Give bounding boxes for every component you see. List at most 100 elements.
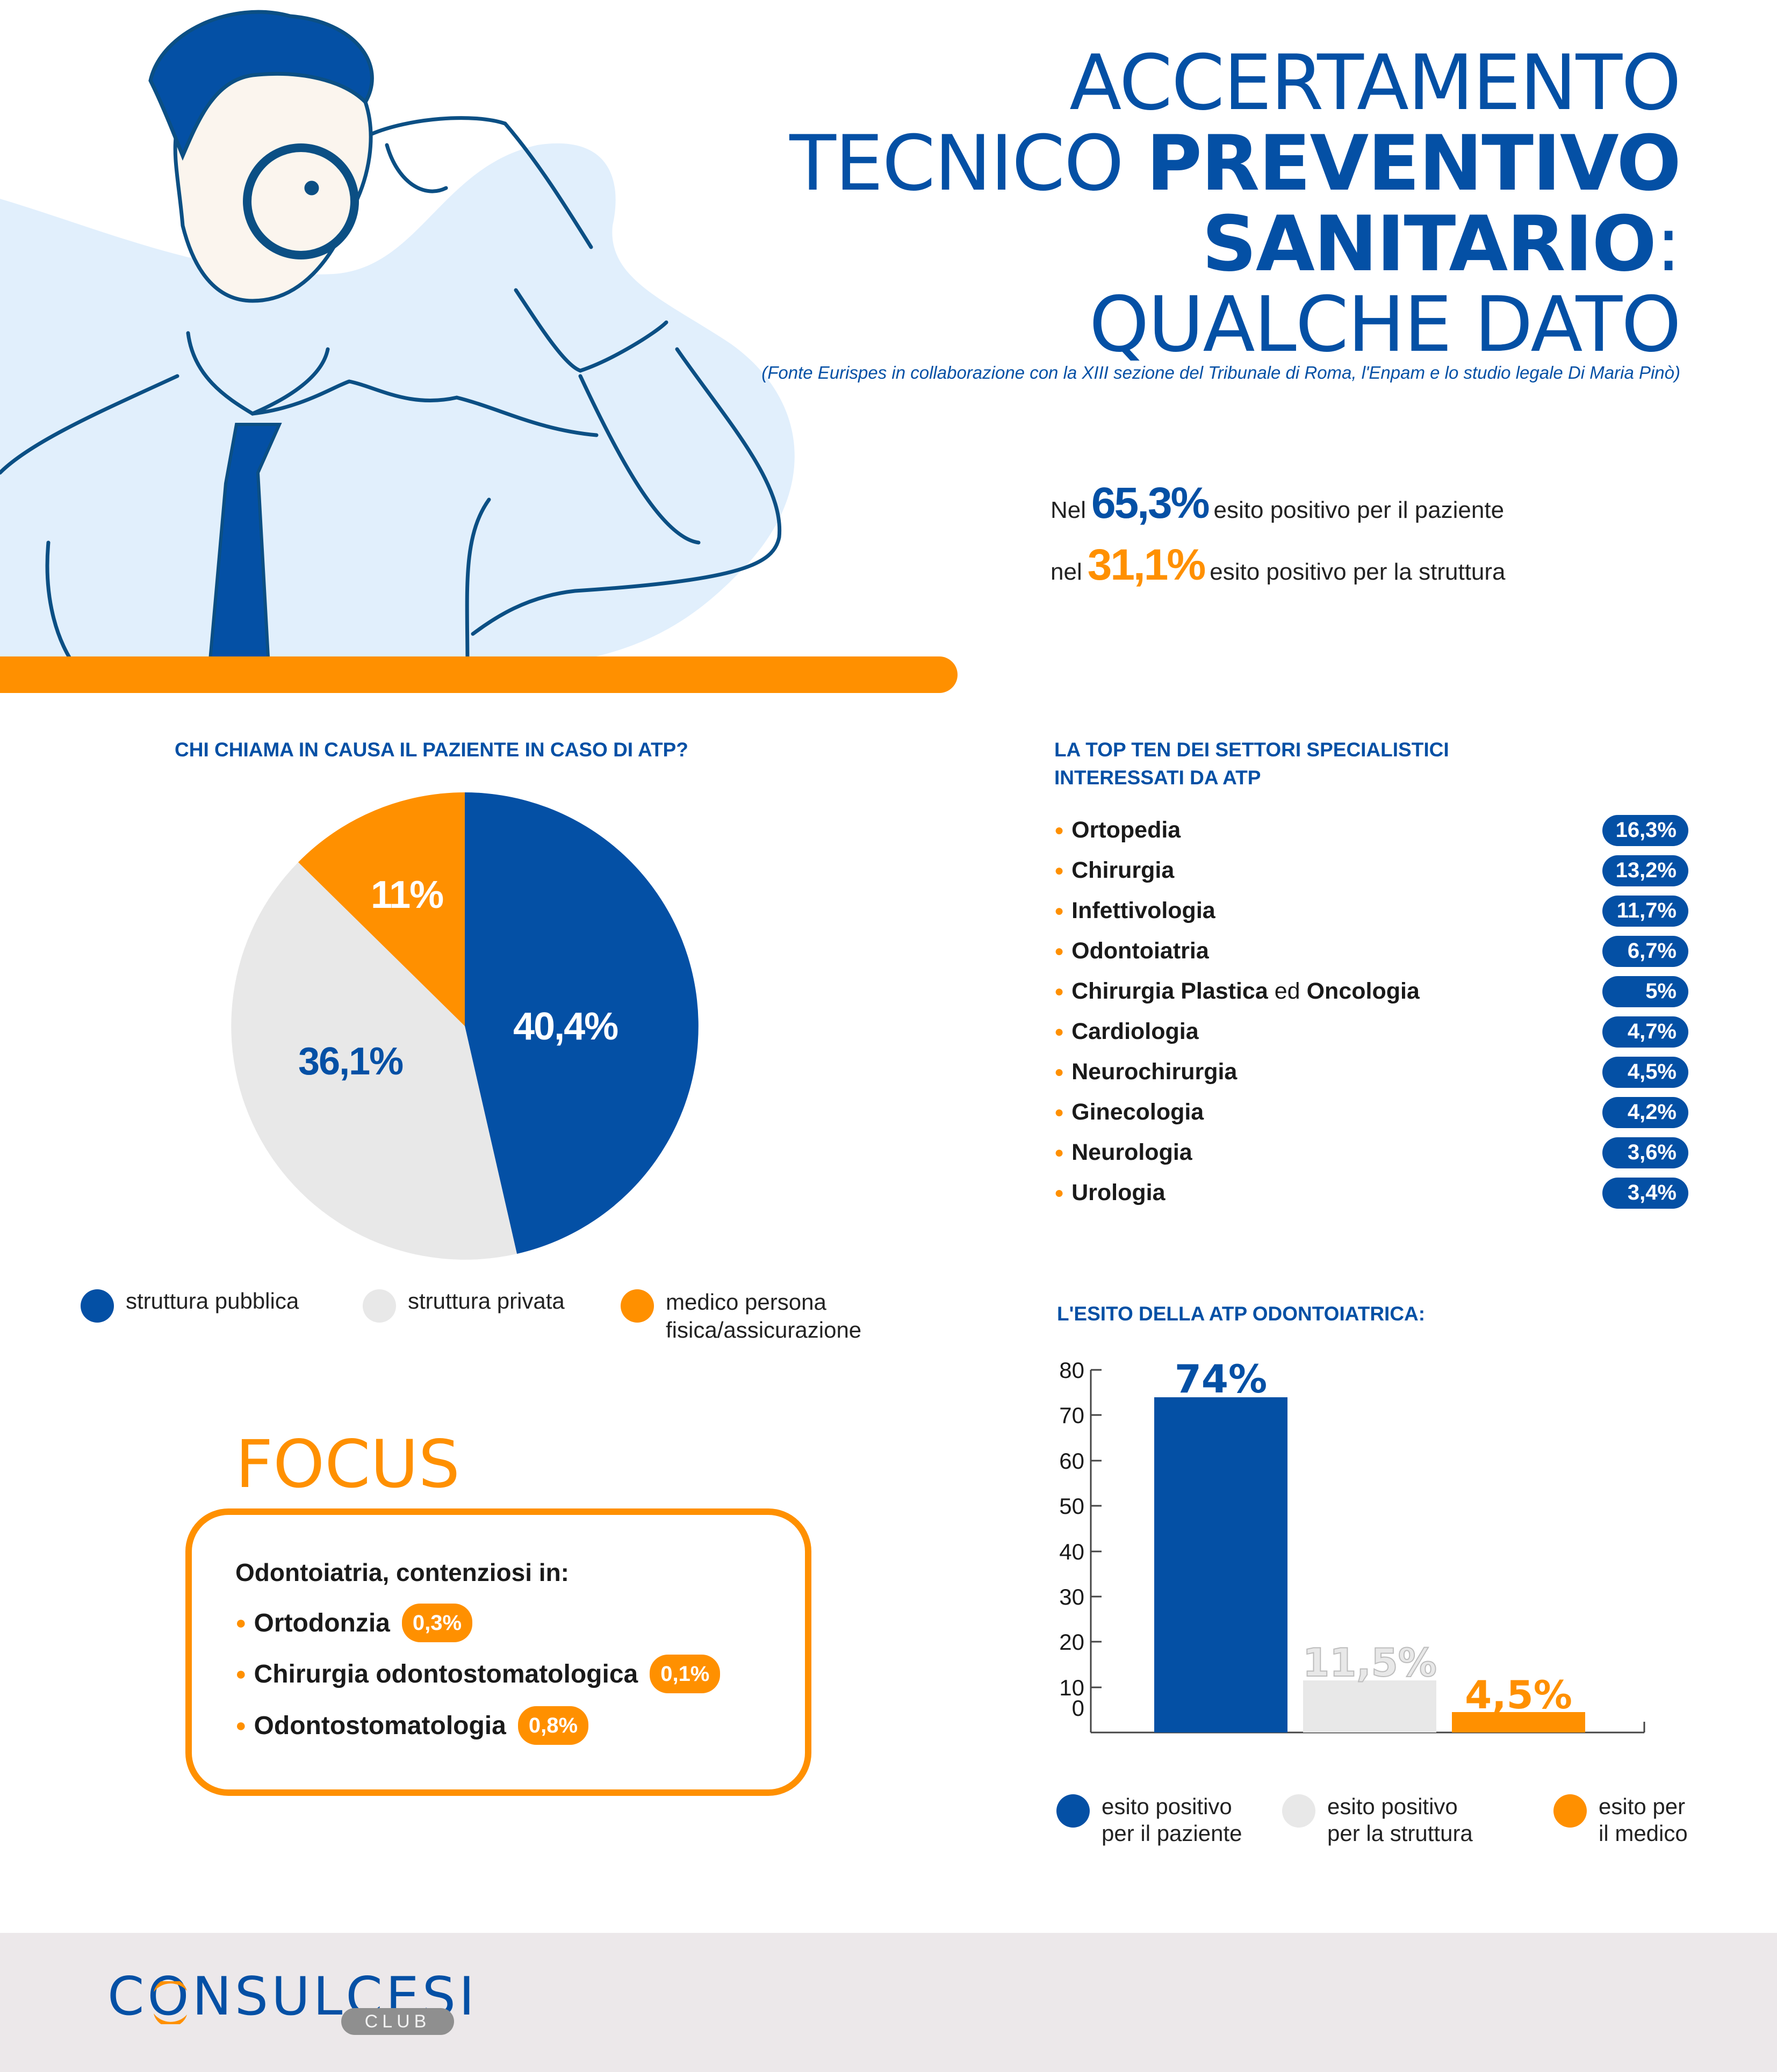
focus-item: ● Odontostomatologia 0,8% xyxy=(235,1706,589,1745)
legend-label: fisica/assicurazione xyxy=(666,1317,862,1342)
value-badge: 11,7% xyxy=(1602,895,1688,927)
value-badge: 4,2% xyxy=(1602,1096,1688,1128)
list-item: ● Urologia 3,4% xyxy=(1054,1173,1688,1213)
pie-chart xyxy=(231,792,699,1260)
item-name: Chirurgia xyxy=(1071,857,1175,883)
pie-label-doctor: 11% xyxy=(371,873,444,916)
value-badge: 4,5% xyxy=(1602,1056,1688,1088)
logo-orange-arc-icon xyxy=(154,1981,187,2024)
focus-item: ● Chirurgia odontostomatologica 0,1% xyxy=(235,1655,721,1693)
legend-dot-icon xyxy=(1056,1794,1090,1828)
top-ten-title-line-2: INTERESSATI DA ATP xyxy=(1054,767,1261,789)
list-item: ● Neurologia 3,6% xyxy=(1054,1132,1688,1173)
bar-chart: 0 80 70 60 50 40 30 20 10 74% 11,5% 4,5% xyxy=(1059,1359,1645,1734)
svg-text:10: 10 xyxy=(1059,1675,1084,1700)
bullet-icon: ● xyxy=(1054,821,1064,839)
legend-item-doctor: esito per il medico xyxy=(1553,1793,1688,1847)
pie-label-public: 40,4% xyxy=(513,1005,618,1048)
stat-patient-positive: Nel 65,3% esito positivo per il paziente xyxy=(1051,478,1504,529)
svg-text:11,5%: 11,5% xyxy=(1303,1640,1437,1685)
bullet-icon: ● xyxy=(1054,1143,1064,1161)
top-ten-list: ● Ortopedia 16,3% ● Chirurgia 13,2% ● Infetti… xyxy=(1054,810,1688,1213)
item-name: Ginecologia xyxy=(1071,1099,1204,1125)
bar-legend: esito positivo per il paziente esito posi… xyxy=(1056,1793,1688,1847)
focus-box xyxy=(185,1508,811,1796)
value-badge: 3,4% xyxy=(1602,1177,1688,1209)
bullet-icon: ● xyxy=(1054,1183,1064,1202)
man-with-magnifier-illustration xyxy=(0,10,795,666)
legend-label: esito positivo xyxy=(1102,1794,1232,1819)
stat-value: 65,3% xyxy=(1091,479,1210,528)
item-name: Cardiologia xyxy=(1071,1019,1199,1044)
stat-suffix: esito positivo per la struttura xyxy=(1210,559,1506,585)
bullet-icon: ● xyxy=(1054,1022,1064,1041)
list-item: ● Infettivologia 11,7% xyxy=(1054,891,1688,931)
item-name: Ortodonzia xyxy=(254,1608,390,1637)
title-line-3-bold: SANITARIO xyxy=(1202,200,1657,288)
list-item: ● Chirurgia Plastica ed Oncologia 5% xyxy=(1054,971,1688,1012)
bullet-icon: ● xyxy=(235,1663,247,1684)
bullet-icon: ● xyxy=(1054,901,1064,920)
item-name: Chirurgia odontostomatologica xyxy=(254,1659,638,1688)
value-badge: 16,3% xyxy=(1602,814,1688,846)
legend-dot-icon xyxy=(621,1289,654,1323)
logo-club-badge: CLUB xyxy=(341,2008,454,2035)
bullet-icon: ● xyxy=(1054,861,1064,879)
item-name: Infettivologia xyxy=(1071,898,1215,923)
legend-dot-icon xyxy=(1553,1794,1587,1828)
legend-item-patient: esito positivo per il paziente xyxy=(1056,1793,1282,1847)
title-line-4: QUALCHE DATO xyxy=(1089,280,1681,369)
legend-dot-icon xyxy=(363,1289,396,1323)
svg-text:40: 40 xyxy=(1059,1539,1084,1564)
svg-text:50: 50 xyxy=(1059,1493,1084,1519)
value-badge: 13,2% xyxy=(1602,855,1688,886)
value-badge: 3,6% xyxy=(1602,1137,1688,1168)
svg-text:60: 60 xyxy=(1059,1448,1084,1474)
focus-title: FOCUS xyxy=(235,1426,461,1503)
list-item: ● Chirurgia 13,2% xyxy=(1054,850,1688,891)
value-badge: 0,8% xyxy=(517,1706,589,1745)
legend-label: esito positivo xyxy=(1327,1794,1458,1819)
pie-label-private: 36,1% xyxy=(298,1040,404,1083)
title-line-2-bold: PREVENTIVO xyxy=(1146,119,1681,208)
item-name: Chirurgia Plastica xyxy=(1071,978,1268,1004)
value-badge: 0,1% xyxy=(650,1655,721,1693)
page-title: ACCERTAMENTO TECNICO PREVENTIVO SANITARI… xyxy=(789,39,1681,369)
top-ten-title: LA TOP TEN DEI SETTORI SPECIALISTICI INT… xyxy=(1054,736,1449,792)
list-item: ● Ginecologia 4,2% xyxy=(1054,1092,1688,1132)
svg-text:70: 70 xyxy=(1059,1403,1084,1428)
value-badge: 4,7% xyxy=(1602,1016,1688,1048)
focus-heading: Odontoiatria, contenziosi in: xyxy=(235,1558,569,1586)
item-name: Odontostomatologia xyxy=(254,1711,506,1740)
stat-value: 31,1% xyxy=(1087,540,1206,589)
legend-label: medico persona xyxy=(666,1289,826,1315)
list-item: ● Cardiologia 4,7% xyxy=(1054,1012,1688,1052)
pie-section-title: CHI CHIAMA IN CAUSA IL PAZIENTE IN CASO … xyxy=(175,739,688,761)
legend-label: esito per xyxy=(1599,1794,1686,1819)
legend-label: struttura pubblica xyxy=(126,1288,299,1313)
top-ten-title-line-1: LA TOP TEN DEI SETTORI SPECIALISTICI xyxy=(1054,739,1449,761)
bullet-icon: ● xyxy=(1054,942,1064,960)
focus-item: ● Ortodonzia 0,3% xyxy=(235,1604,473,1642)
stat-structure-positive: nel 31,1% esito positivo per la struttur… xyxy=(1051,540,1506,590)
svg-text:74%: 74% xyxy=(1175,1359,1267,1402)
stat-suffix: esito positivo per il paziente xyxy=(1213,497,1505,523)
bar-section-title: L'ESITO DELLA ATP ODONTOIATRICA: xyxy=(1057,1303,1426,1325)
title-line-1: ACCERTAMENTO xyxy=(1069,39,1681,127)
bullet-icon: ● xyxy=(235,1715,247,1736)
list-item: ● Neurochirurgia 4,5% xyxy=(1054,1052,1688,1092)
item-name: Neurologia xyxy=(1071,1139,1192,1165)
source-note: (Fonte Eurispes in collaborazione con la… xyxy=(761,363,1680,382)
list-item: ● Ortopedia 16,3% xyxy=(1054,810,1688,850)
bullet-icon: ● xyxy=(1054,1063,1064,1081)
stat-prefix: nel xyxy=(1051,559,1082,585)
legend-label: il medico xyxy=(1599,1821,1688,1846)
legend-dot-icon xyxy=(81,1289,114,1323)
item-name: Neurochirurgia xyxy=(1071,1059,1238,1085)
svg-text:80: 80 xyxy=(1059,1359,1084,1383)
value-badge: 5% xyxy=(1602,976,1688,1007)
item-name: Oncologia xyxy=(1306,978,1420,1004)
item-name: Odontoiatria xyxy=(1071,938,1209,964)
header-divider-bar xyxy=(0,656,958,693)
value-badge: 6,7% xyxy=(1602,935,1688,967)
